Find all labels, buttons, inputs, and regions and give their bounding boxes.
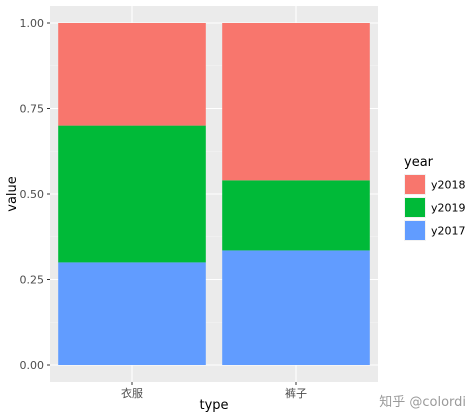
y-tick-label: 1.00 bbox=[20, 17, 45, 30]
legend: year y2018 y2019 y2017 bbox=[404, 155, 466, 241]
bar-y2018-1 bbox=[222, 23, 370, 181]
bars bbox=[58, 23, 370, 365]
legend-title: year bbox=[404, 155, 434, 170]
x-axis-title: type bbox=[199, 398, 228, 413]
x-tick-label: 裤子 bbox=[285, 386, 307, 400]
y-tick-label: 0.50 bbox=[20, 188, 45, 201]
bar-y2019-1 bbox=[222, 180, 370, 251]
y-tick-label: 0.00 bbox=[20, 359, 45, 372]
y-tick-label: 0.25 bbox=[20, 274, 45, 287]
legend-label-y2019: y2019 bbox=[431, 202, 466, 215]
legend-key-y2019 bbox=[405, 198, 425, 217]
legend-key-y2017 bbox=[405, 221, 425, 240]
watermark-text: 知乎 @colordi bbox=[379, 394, 466, 410]
y-axis-title: value bbox=[5, 176, 20, 212]
y-axis: 0.00 0.25 0.50 0.75 1.00 bbox=[20, 17, 50, 372]
bar-y2018-0 bbox=[58, 23, 206, 126]
x-axis: 衣服 裤子 bbox=[121, 382, 307, 400]
legend-key-y2018 bbox=[405, 175, 425, 194]
legend-label-y2018: y2018 bbox=[431, 179, 466, 192]
bar-y2019-0 bbox=[58, 125, 206, 263]
x-tick-label: 衣服 bbox=[121, 386, 143, 400]
bar-y2017-0 bbox=[58, 262, 206, 365]
y-tick-label: 0.75 bbox=[20, 103, 45, 116]
legend-label-y2017: y2017 bbox=[431, 225, 466, 238]
bar-y2017-1 bbox=[222, 250, 370, 365]
